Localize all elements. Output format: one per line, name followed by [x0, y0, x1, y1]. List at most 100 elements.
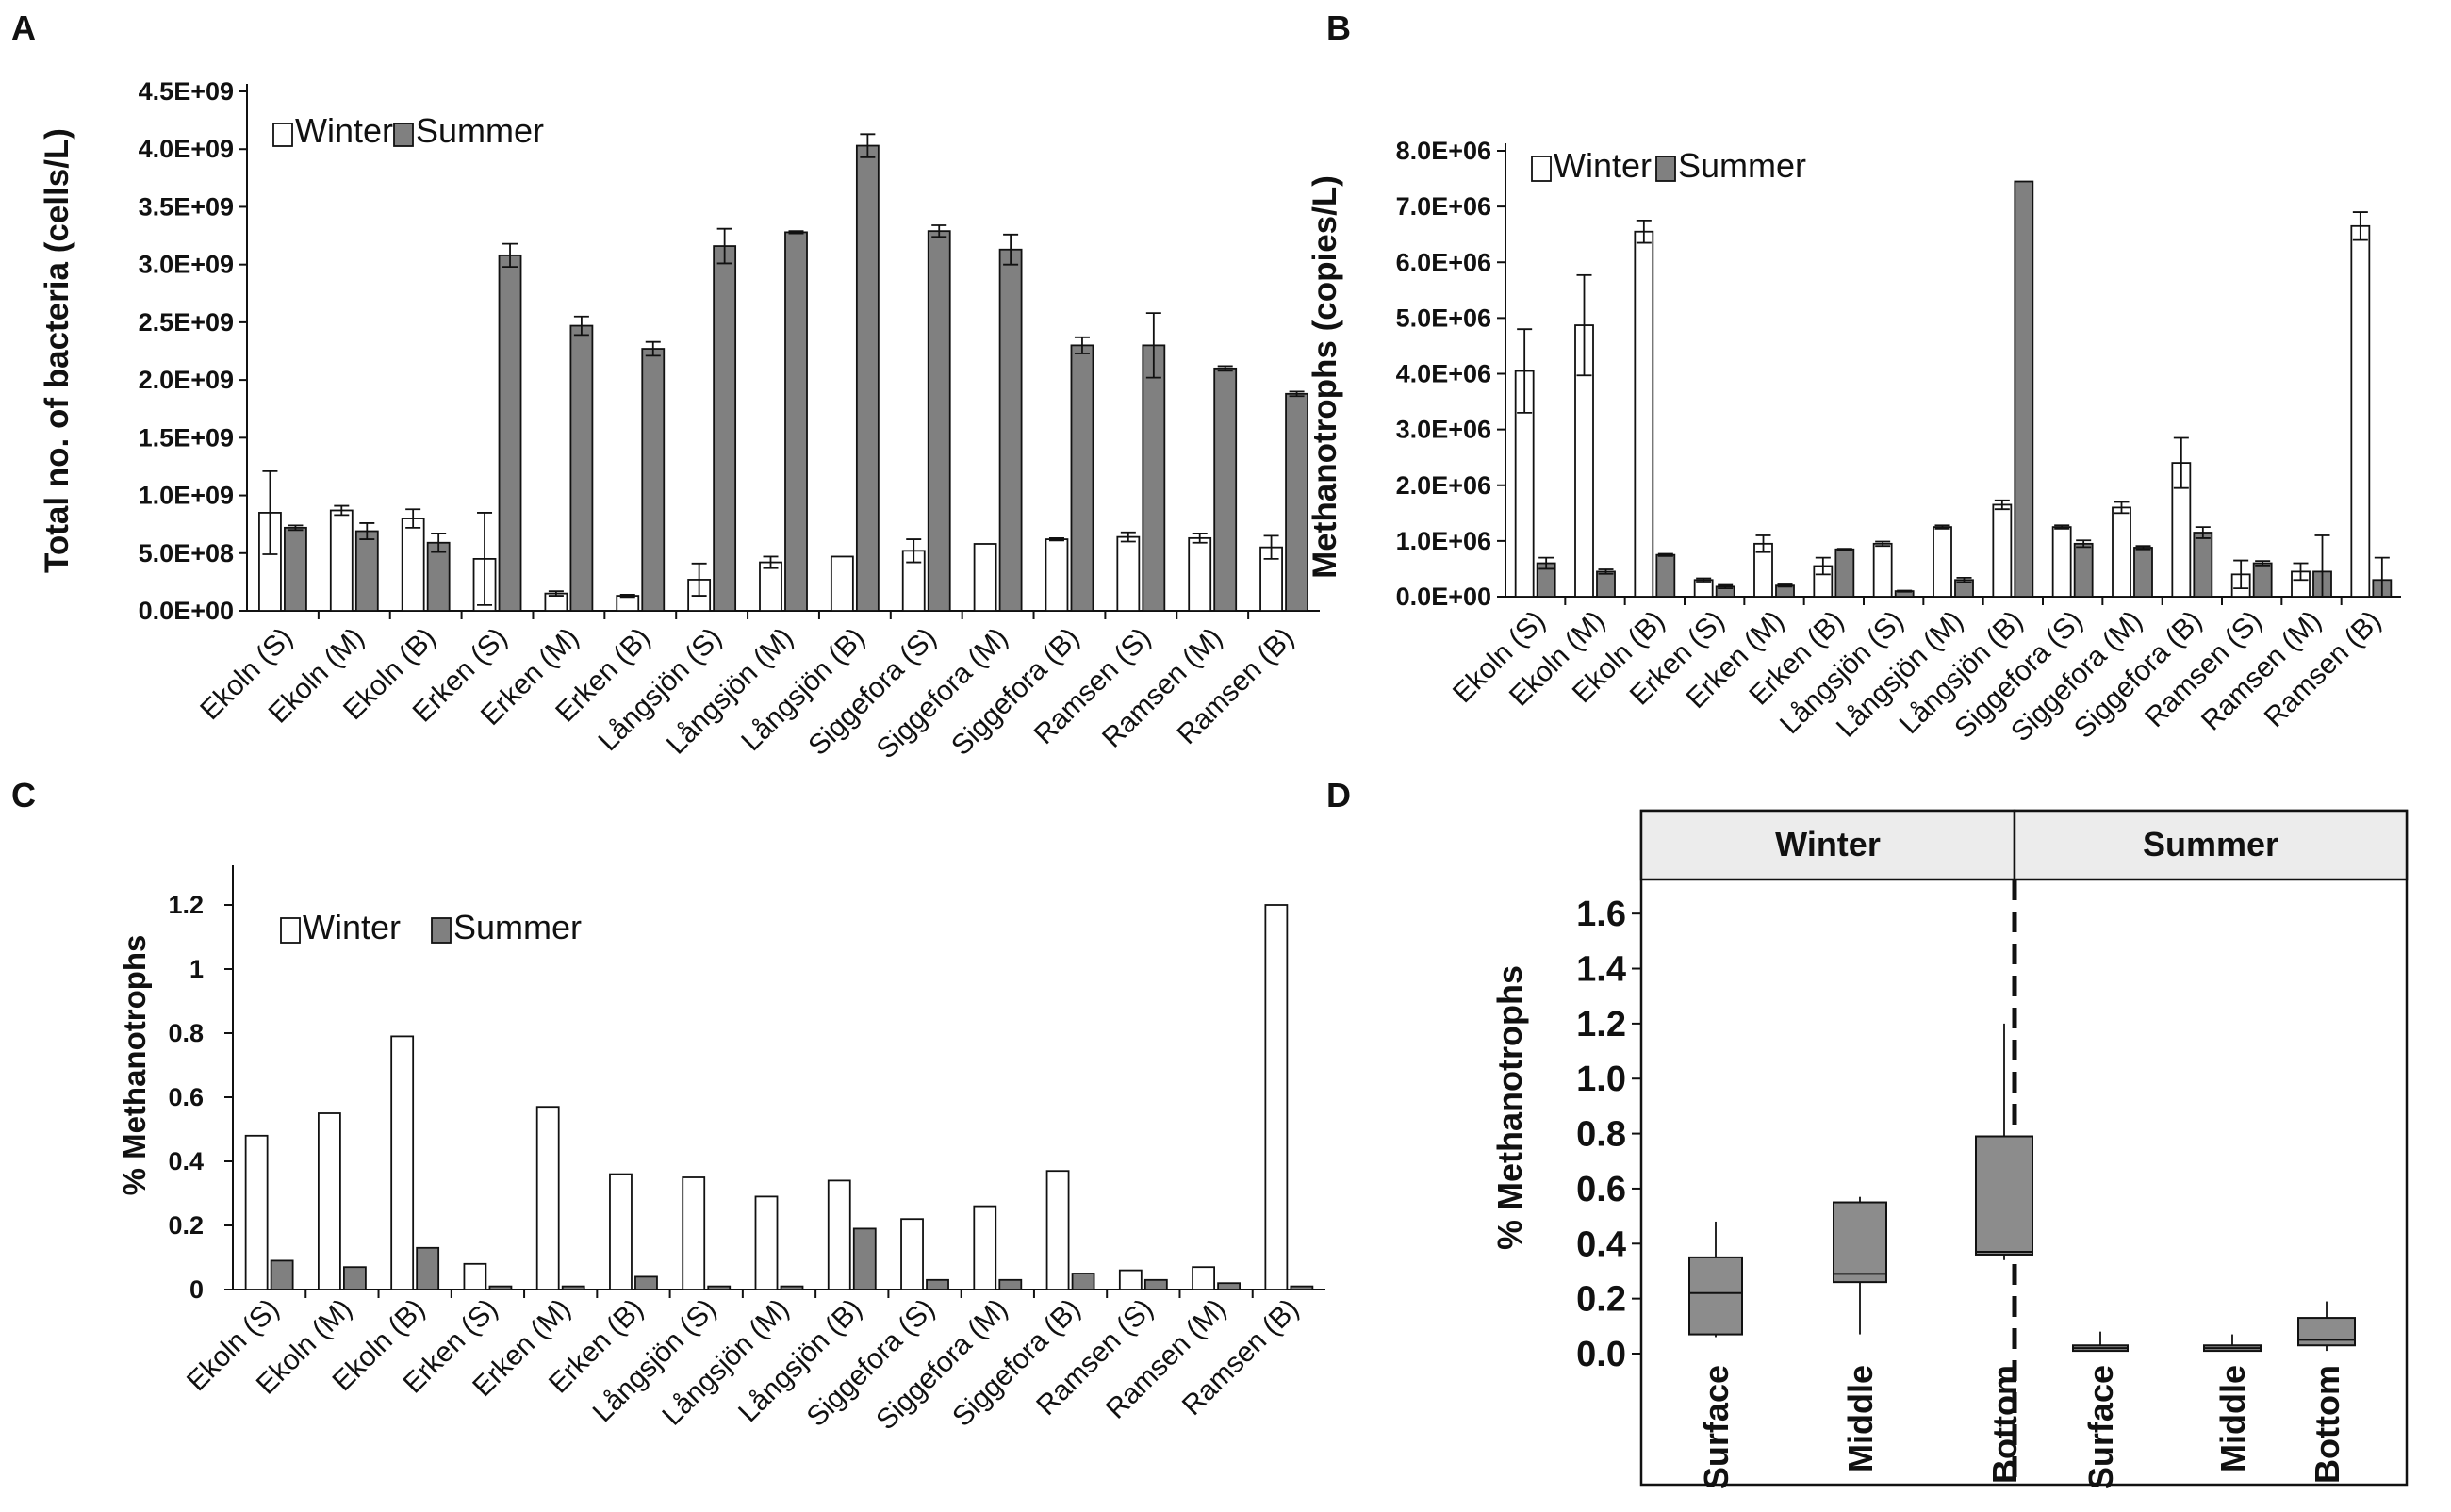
- y-axis-title: Methanotrophs (copies/L): [1307, 175, 1343, 579]
- summer-bar: [416, 1246, 440, 1290]
- summer-legend-label: Summer: [1678, 146, 1806, 185]
- winter-bar: [1634, 230, 1654, 598]
- winter-facet-label: Winter: [1775, 825, 1881, 863]
- summer-error-bar: [502, 242, 518, 269]
- y-tick-label: 1.4: [1576, 950, 1626, 990]
- y-tick-label: 4.0E+06: [1396, 360, 1491, 388]
- summer-bar: [569, 324, 594, 612]
- winter-bar: [535, 1106, 560, 1290]
- summer-bar: [2014, 180, 2034, 598]
- winter-facet-strip: [1639, 809, 2016, 881]
- y-tick-label: 0.8: [168, 1019, 204, 1047]
- panel-label: A: [11, 8, 36, 47]
- y-tick-label: 1.0E+06: [1396, 527, 1491, 555]
- box-iqr: [2297, 1317, 2356, 1347]
- winter-error-bar: [1576, 273, 1592, 377]
- summer-bar: [1655, 553, 1676, 598]
- winter-legend-label: Winter: [303, 908, 401, 946]
- summer-legend-label: Summer: [453, 908, 582, 946]
- category-label: Långsjön (M): [656, 1293, 795, 1432]
- summer-bar: [1834, 548, 1855, 598]
- y-tick-label: 7.0E+06: [1396, 192, 1491, 221]
- winter-error-bar: [763, 555, 779, 569]
- box-iqr: [1688, 1256, 1743, 1336]
- winter-error-bar: [1192, 533, 1208, 544]
- winter-legend-label: Winter: [295, 111, 393, 150]
- summer-error-bar: [2076, 539, 2092, 549]
- box-winter-surface: [1688, 1221, 1743, 1338]
- panel-d: D Winter Summer 0.0 0.2 0.4 0.6 0.8 1.0 1.2 1.4 1.6…: [1326, 776, 2409, 1489]
- summer-bar: [1290, 1285, 1314, 1290]
- summer-bar: [998, 248, 1023, 612]
- summer-error-bar: [2314, 534, 2330, 598]
- y-tick-label: 1.2: [1576, 1005, 1626, 1044]
- summer-legend-swatch: [1655, 156, 1676, 182]
- winter-bar: [1045, 538, 1069, 612]
- winter-bar: [682, 1176, 706, 1290]
- category-label: Surface: [1697, 1365, 1735, 1489]
- category-label: Bottom: [1985, 1365, 2024, 1484]
- category-label: Siggefora (B): [946, 1293, 1086, 1433]
- panel-a: A 0.0E+00 5.0E+08 1.0E+09 1.5E+09 2.0E+09 2.5E…: [11, 8, 1320, 764]
- summer-legend-swatch: [393, 123, 414, 147]
- summer-bar: [1213, 367, 1238, 612]
- summer-error-bar: [1777, 583, 1793, 588]
- summer-bar: [270, 1259, 294, 1290]
- summer-error-bar: [1897, 589, 1913, 593]
- summer-bar: [2252, 562, 2273, 598]
- y-tick-label: 0.6: [168, 1083, 204, 1111]
- panel-b: B 0.0E+00 1.0E+06 2.0E+06 3.0E+06 4.0E+06 5.0E…: [1307, 8, 2401, 748]
- y-axis-title: Total no. of bacteria (cells/L): [39, 128, 75, 573]
- summer-error-bar: [1003, 233, 1019, 266]
- legend: Winter Summer: [1531, 146, 1806, 185]
- y-tick-label: 4.5E+09: [139, 77, 234, 106]
- winter-bar: [973, 1205, 997, 1290]
- summer-error-bar: [1836, 548, 1852, 551]
- winter-bar: [754, 1195, 779, 1290]
- summer-error-bar: [1657, 552, 1673, 557]
- winter-error-bar: [1994, 499, 2010, 511]
- winter-bar: [463, 1262, 487, 1290]
- y-tick-label: 5.0E+08: [139, 539, 234, 567]
- winter-legend-label: Winter: [1554, 146, 1652, 185]
- winter-legend-swatch: [1531, 156, 1552, 182]
- y-tick-label: 0.0E+00: [139, 597, 234, 625]
- winter-error-bar: [262, 469, 278, 555]
- summer-bar: [2073, 542, 2094, 598]
- summer-bar: [284, 526, 307, 612]
- summer-error-bar: [1538, 556, 1554, 570]
- y-tick-label: 0.4: [1576, 1224, 1626, 1264]
- winter-bar: [1192, 1266, 1215, 1290]
- summer-error-bar: [931, 224, 947, 238]
- summer-error-bar: [645, 340, 661, 357]
- winter-error-bar: [1048, 536, 1064, 542]
- summer-error-bar: [288, 524, 304, 532]
- summer-error-bar: [1598, 568, 1614, 575]
- winter-legend-swatch: [272, 123, 293, 147]
- y-tick-label: 0.0E+00: [1396, 583, 1491, 611]
- panel-label: B: [1326, 8, 1351, 47]
- summer-bar: [641, 348, 666, 612]
- box-iqr: [1833, 1201, 1887, 1284]
- y-tick-label: 4.0E+09: [139, 135, 234, 163]
- summer-bar: [498, 254, 522, 612]
- box-summer-bottom: [2297, 1301, 2356, 1352]
- winter-error-bar: [1517, 328, 1533, 414]
- winter-bar: [1933, 526, 1952, 598]
- box-summer-middle: [2203, 1334, 2262, 1353]
- summer-error-bar: [860, 133, 876, 158]
- summer-bar: [1596, 570, 1616, 598]
- y-tick-label: 0.6: [1576, 1170, 1626, 1209]
- summer-bar: [1285, 392, 1308, 612]
- y-tick-label: 3.0E+06: [1396, 416, 1491, 444]
- winter-error-bar: [619, 593, 635, 599]
- category-label: Middle: [2213, 1365, 2252, 1472]
- winter-bar: [1188, 536, 1212, 612]
- panel-label: C: [11, 776, 36, 814]
- box-winter-bottom: [1975, 1023, 2033, 1260]
- summer-bar: [707, 1285, 732, 1290]
- winter-bar: [900, 1218, 924, 1290]
- winter-bar: [244, 1134, 269, 1290]
